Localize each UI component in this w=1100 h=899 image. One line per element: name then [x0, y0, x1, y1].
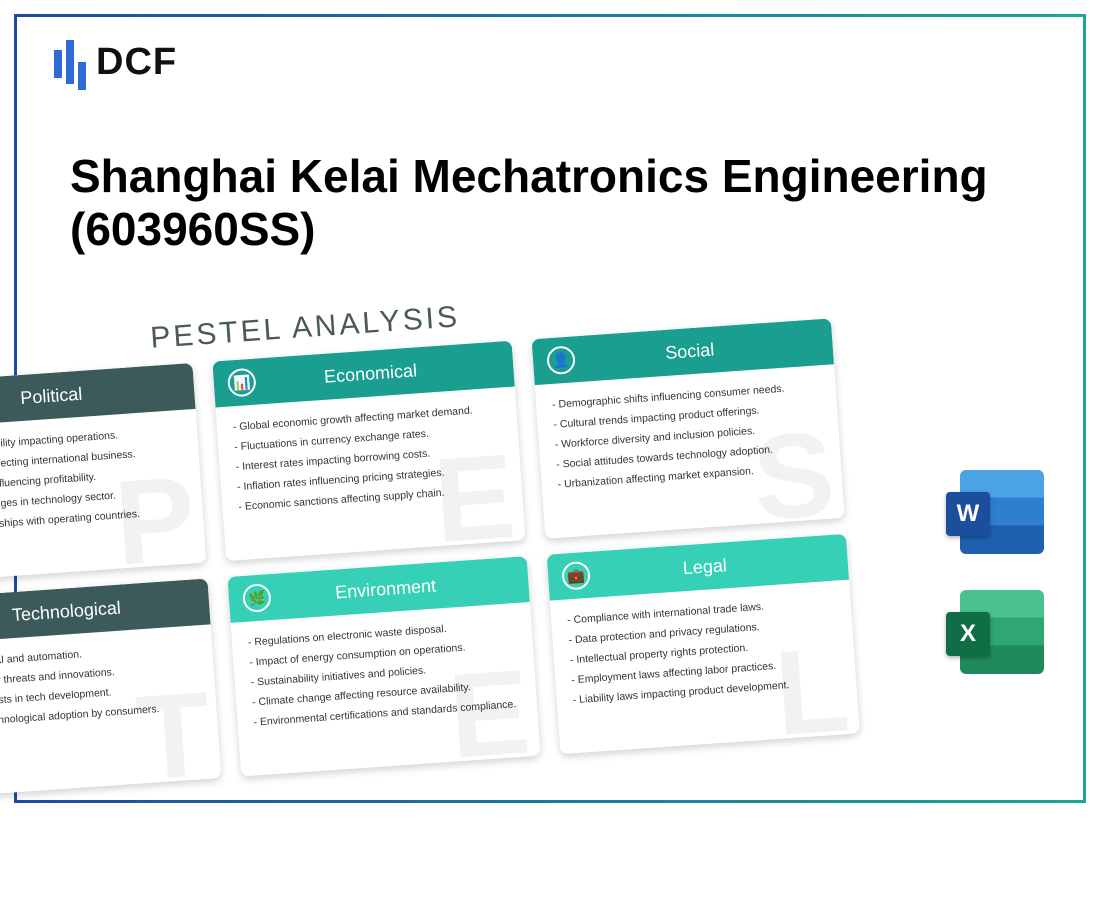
card-list: Government stability impacting operation…: [0, 409, 204, 553]
pestel-grid: 🏛PoliticalGovernment stability impacting…: [0, 315, 910, 799]
card-title: Legal: [603, 547, 834, 584]
word-badge: W: [946, 492, 990, 536]
pestel-card-social: 👤 SocialDemographic shifts influencing co…: [532, 318, 845, 538]
word-icon[interactable]: W: [960, 470, 1044, 554]
pestel-stage: PESTEL ANALYSIS 🏛PoliticalGovernment sta…: [0, 271, 917, 899]
card-list: Compliance with international trade laws…: [550, 580, 858, 724]
page-title: Shanghai Kelai Mechatronics Engineering …: [70, 150, 1030, 256]
excel-icon[interactable]: X: [960, 590, 1044, 674]
card-title: Economical: [269, 354, 500, 391]
logo-text: DCF: [96, 41, 177, 84]
pestel-card-political: 🏛PoliticalGovernment stability impacting…: [0, 363, 206, 583]
legal-icon: 💼: [561, 561, 591, 591]
dcf-logo: DCF: [54, 40, 177, 84]
card-title: Political: [0, 376, 181, 413]
card-list: Demographic shifts influencing consumer …: [535, 364, 843, 508]
app-icons: W X: [960, 470, 1044, 674]
excel-badge: X: [946, 612, 990, 656]
social-icon: 👤: [546, 345, 576, 375]
economical-icon: 📊: [227, 368, 257, 398]
pestel-card-environment: 🌿 EnvironmentRegulations on electronic wa…: [227, 556, 540, 776]
card-list: Advances in AI and automation.Cybersecur…: [0, 624, 218, 748]
pestel-card-legal: 💼 LegalCompliance with international trad…: [547, 534, 860, 754]
pestel-card-technological: ⚙TechnologicalAdvances in AI and automat…: [0, 578, 221, 798]
logo-bars-icon: [54, 40, 86, 84]
card-title: Environment: [284, 570, 515, 607]
pestel-card-economical: 📊 EconomicalGlobal economic growth affect…: [212, 341, 525, 561]
environment-icon: 🌿: [242, 583, 272, 613]
card-title: Social: [588, 332, 819, 369]
card-list: Regulations on electronic waste disposal…: [231, 602, 539, 746]
card-title: Technological: [0, 592, 196, 629]
card-list: Global economic growth affecting market …: [215, 387, 523, 531]
